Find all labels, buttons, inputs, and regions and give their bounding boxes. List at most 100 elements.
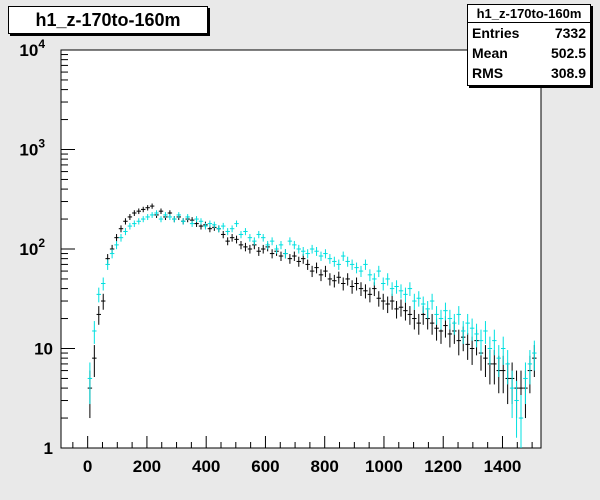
data-point: [132, 210, 137, 216]
data-point: [305, 249, 310, 259]
data-point: [149, 203, 155, 209]
data-point: [496, 345, 501, 377]
data-point: [465, 332, 470, 360]
data-point: [394, 301, 399, 319]
data-point: [225, 228, 230, 236]
y-tick-label: 102: [19, 236, 45, 259]
series-0: [87, 203, 537, 419]
data-point: [469, 318, 475, 341]
data-point: [349, 280, 355, 294]
data-point: [292, 251, 297, 261]
data-point: [407, 282, 413, 297]
data-point: [229, 225, 235, 233]
data-point: [269, 249, 275, 259]
x-tick-label: 600: [251, 457, 279, 476]
data-point: [141, 206, 146, 213]
data-point: [332, 256, 337, 267]
stats-label: Entries: [472, 25, 520, 41]
y-tick-label: 104: [19, 37, 45, 60]
data-point: [363, 259, 368, 270]
data-point: [398, 299, 404, 317]
data-point: [238, 240, 244, 250]
data-point: [323, 249, 328, 259]
data-point: [172, 216, 177, 223]
data-point: [247, 244, 253, 254]
data-point: [314, 262, 319, 274]
data-point: [341, 251, 346, 261]
data-point: [461, 321, 466, 344]
data-point: [341, 277, 346, 291]
data-point: [469, 336, 475, 365]
data-point: [376, 291, 381, 307]
data-point: [354, 262, 359, 274]
data-point: [101, 293, 106, 310]
stats-label: RMS: [472, 65, 504, 81]
data-point: [145, 214, 150, 221]
data-point: [243, 228, 248, 236]
data-point: [118, 234, 124, 242]
data-point: [367, 269, 373, 282]
data-point: [416, 313, 421, 335]
data-point: [136, 218, 141, 225]
y-tick-label: 103: [19, 137, 45, 160]
data-point: [314, 246, 319, 256]
data-point: [358, 265, 364, 278]
series-layer: [87, 203, 537, 448]
data-point: [501, 336, 506, 365]
data-point: [323, 265, 328, 278]
data-point: [389, 293, 395, 310]
data-point: [167, 214, 173, 221]
data-point: [176, 212, 181, 218]
x-tick-label: 800: [311, 457, 339, 476]
data-point: [381, 293, 386, 310]
data-point: [87, 362, 93, 405]
data-point: [429, 293, 435, 310]
stats-value: 502.5: [550, 45, 586, 61]
data-point: [212, 221, 217, 229]
data-point: [527, 350, 533, 385]
data-point: [372, 273, 377, 286]
data-point: [292, 240, 297, 250]
data-point: [203, 222, 208, 230]
data-point: [234, 220, 239, 227]
data-point: [483, 345, 488, 377]
stats-box: h1_z-170to-160m Entries 7332 Mean 502.5 …: [467, 4, 591, 86]
data-point: [514, 380, 519, 438]
data-point: [287, 254, 293, 264]
data-point: [349, 259, 355, 270]
data-point: [127, 222, 133, 230]
axis-layer: 0 200 400 600 800 1000 1200 1400 1 10 102 103 104: [19, 37, 533, 476]
data-point: [385, 296, 390, 314]
data-point: [118, 225, 124, 233]
data-point: [256, 230, 261, 239]
data-point: [483, 321, 488, 344]
data-point: [336, 259, 341, 270]
data-point: [456, 306, 461, 325]
data-point: [367, 287, 373, 303]
data-point: [194, 216, 199, 223]
data-point: [398, 284, 404, 299]
data-point: [305, 259, 310, 270]
data-point: [247, 234, 253, 242]
data-point: [234, 235, 239, 244]
data-point: [301, 246, 306, 256]
x-tick-label: 200: [133, 457, 161, 476]
data-point: [109, 249, 115, 259]
data-point: [438, 309, 444, 330]
data-point: [198, 218, 204, 225]
data-point: [332, 274, 337, 288]
data-point: [136, 208, 141, 215]
y-tick-label: 10: [34, 340, 53, 359]
data-point: [478, 329, 484, 356]
stats-row-entries: Entries 7332: [468, 23, 590, 43]
data-point: [309, 265, 315, 278]
data-point: [354, 277, 359, 291]
data-point: [283, 249, 288, 259]
data-point: [96, 287, 101, 303]
data-point: [229, 234, 235, 242]
data-point: [123, 218, 128, 225]
data-point: [158, 216, 164, 223]
data-point: [189, 220, 195, 227]
data-point: [456, 329, 461, 356]
